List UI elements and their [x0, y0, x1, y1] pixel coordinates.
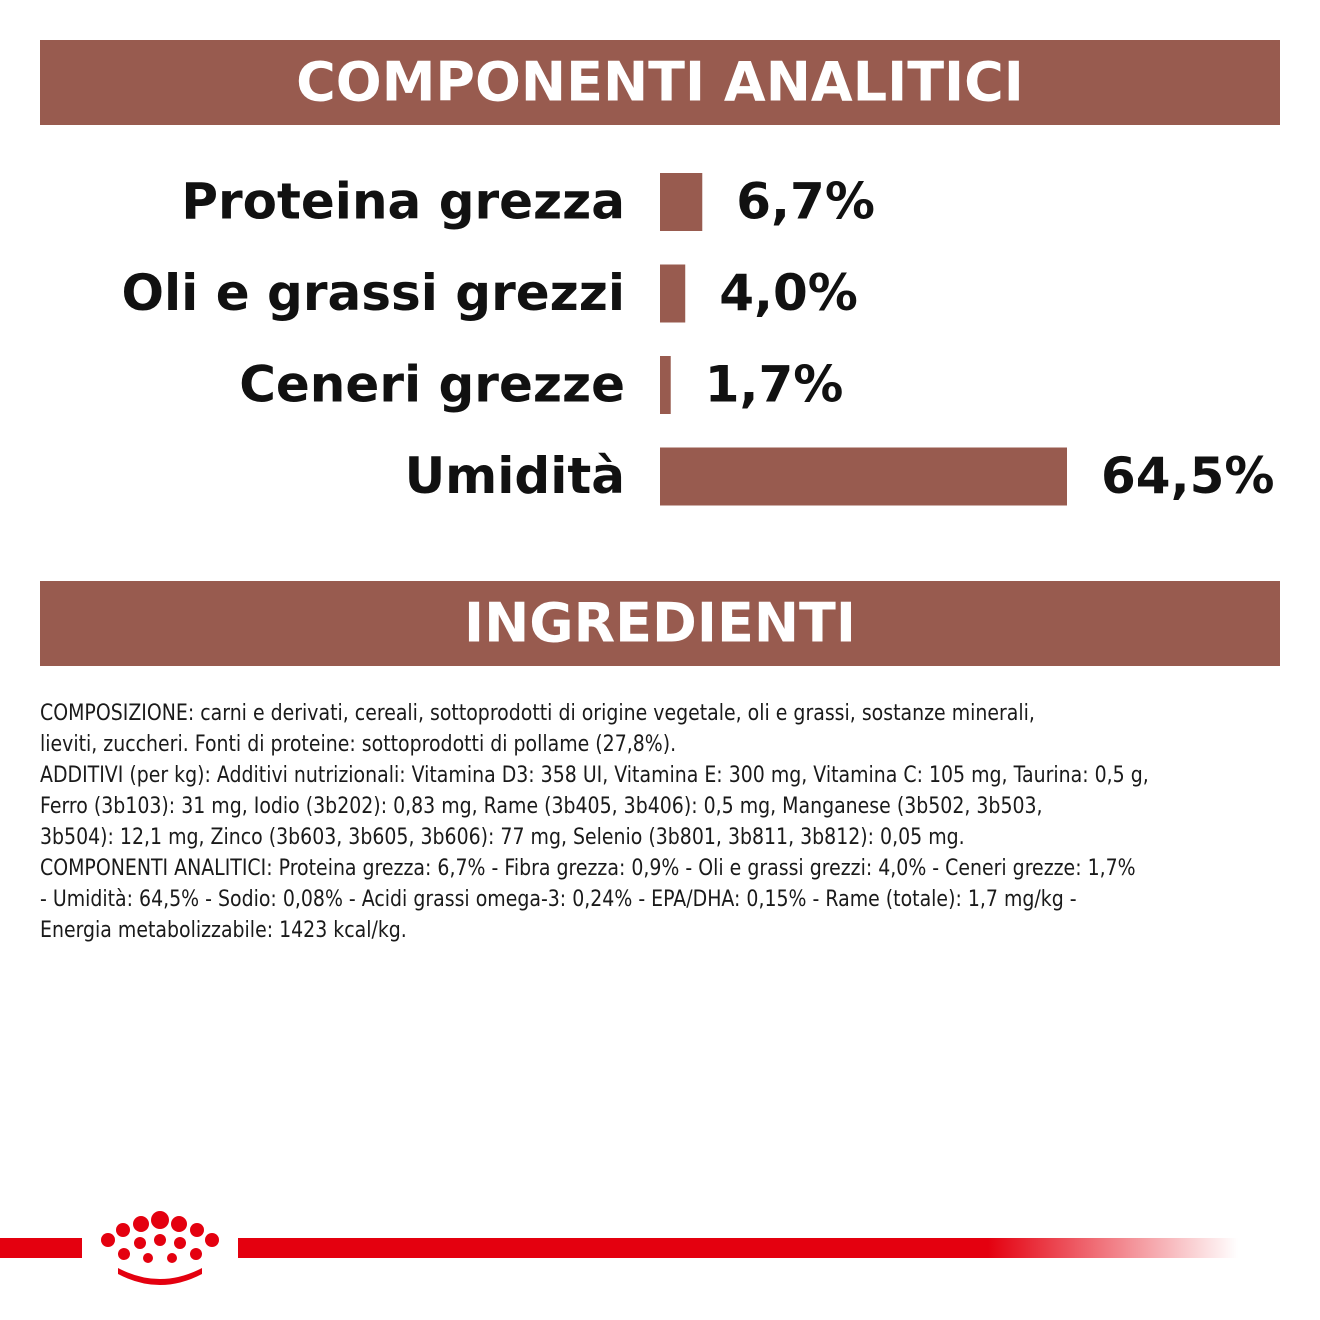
text-line: COMPONENTI ANALITICI: Proteina grezza: 6… [40, 856, 1136, 881]
chart-title: COMPONENTI ANALITICI [296, 51, 1024, 114]
category-label: Proteina grezza [181, 173, 625, 231]
category-label: Umidità [405, 447, 625, 505]
category-label: Ceneri grezze [239, 356, 625, 414]
text-line: ADDITIVI (per kg): Additivi nutrizionali… [40, 763, 1149, 788]
text-line: Energia metabolizzabile: 1423 kcal/kg. [40, 918, 407, 943]
value-label: 1,7% [705, 356, 844, 414]
text-line: COMPOSIZIONE: carni e derivati, cereali,… [40, 701, 1035, 726]
value-label: 6,7% [736, 173, 875, 231]
header-band [40, 40, 1280, 125]
value-label: 64,5% [1101, 447, 1274, 505]
bar [660, 447, 1067, 506]
category-label: Oli e grassi grezzi [122, 264, 625, 322]
bar [660, 356, 671, 414]
text-line: - Umidità: 64,5% - Sodio: 0,08% - Acidi … [40, 887, 1077, 912]
section-title: INGREDIENTI [464, 592, 856, 655]
bar [660, 173, 703, 231]
bar [660, 264, 686, 323]
logo [0, 1211, 1238, 1285]
text-line: lieviti, zuccheri. Fonti di proteine: so… [40, 732, 677, 757]
header-band [40, 581, 1280, 666]
value-label: 4,0% [719, 264, 858, 322]
text-line: Ferro (3b103): 31 mg, Iodio (3b202): 0,8… [40, 794, 1043, 819]
text-line: 3b504): 12,1 mg, Zinco (3b603, 3b605, 3b… [40, 825, 965, 850]
ingredients-text: COMPOSIZIONE: carni e derivati, cereali,… [40, 698, 1227, 946]
